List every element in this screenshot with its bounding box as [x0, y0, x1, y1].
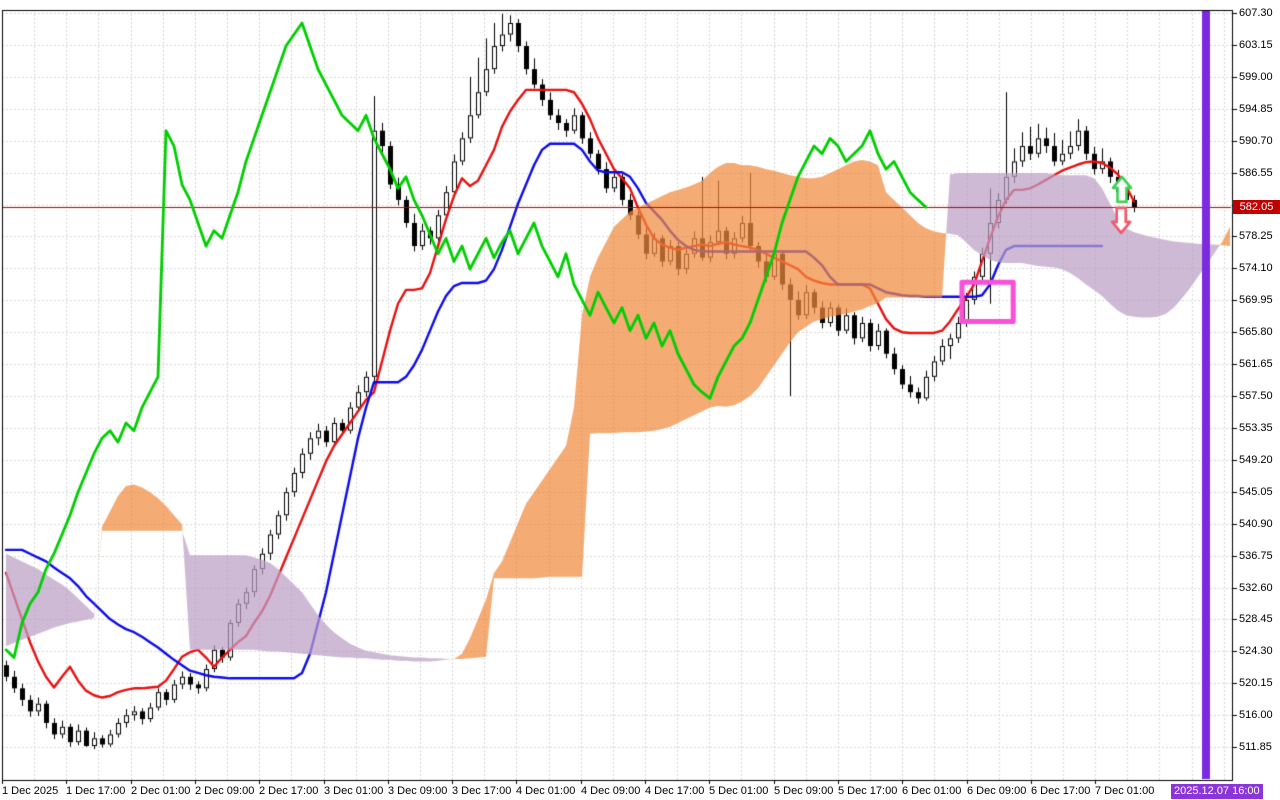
price-axis-label: 578.25 — [1239, 230, 1273, 242]
time-axis-label: 3 Dec 01:00 — [324, 785, 384, 797]
price-axis-label: 511.85 — [1239, 741, 1272, 753]
time-axis-label: 5 Dec 17:00 — [838, 785, 898, 797]
price-axis-label: 545.05 — [1239, 486, 1273, 498]
time-axis-label: 4 Dec 09:00 — [581, 785, 641, 797]
price-axis-label: 540.90 — [1239, 518, 1273, 530]
time-axis-label: 5 Dec 09:00 — [774, 785, 834, 797]
time-axis-label: 6 Dec 17:00 — [1031, 785, 1091, 797]
time-axis-label: 7 Dec 01:00 — [1095, 785, 1155, 797]
vline-time-tag: 2025.12.07 16:00 — [1171, 784, 1263, 799]
price-axis-label: 516.00 — [1239, 709, 1273, 721]
vline-time-value: 2025.12.07 16:00 — [1174, 785, 1260, 797]
time-axis-label: 4 Dec 17:00 — [645, 785, 705, 797]
price-axis-label: 549.20 — [1239, 454, 1273, 466]
price-axis-label: 590.70 — [1239, 135, 1273, 147]
price-axis-label: 536.75 — [1239, 550, 1273, 562]
time-axis-label: 1 Dec 2025 — [2, 785, 59, 797]
price-axis-label: 524.30 — [1239, 645, 1273, 657]
time-axis-label: 2 Dec 09:00 — [195, 785, 255, 797]
price-axis-label: 561.65 — [1239, 358, 1273, 370]
current-price-value: 582.05 — [1239, 201, 1274, 213]
price-axis[interactable]: 607.30 603.15 599.00 594.85 590.70 586.55 582.… — [1233, 0, 1280, 780]
price-axis-label: 532.60 — [1239, 582, 1273, 594]
time-axis-label: 6 Dec 01:00 — [902, 785, 962, 797]
price-axis-label: 599.00 — [1239, 71, 1273, 83]
price-axis-label: 607.30 — [1239, 7, 1273, 19]
time-axis-label: 4 Dec 01:00 — [516, 785, 576, 797]
time-axis-label: 3 Dec 17:00 — [452, 785, 512, 797]
price-axis-label: 528.45 — [1239, 613, 1273, 625]
price-axis-label: 586.55 — [1239, 167, 1273, 179]
time-axis-label: 5 Dec 01:00 — [709, 785, 769, 797]
price-axis-label: 603.15 — [1239, 39, 1273, 51]
time-axis-label: 3 Dec 09:00 — [388, 785, 448, 797]
price-axis-label: 574.10 — [1239, 262, 1273, 274]
price-axis-label: 594.85 — [1239, 103, 1273, 115]
current-price-tag: 582.05 — [1233, 200, 1280, 214]
time-axis-label: 2 Dec 01:00 — [131, 785, 191, 797]
price-axis-label: 520.15 — [1239, 677, 1273, 689]
time-axis-label: 2 Dec 17:00 — [259, 785, 319, 797]
time-axis-label: 6 Dec 09:00 — [967, 785, 1027, 797]
time-axis[interactable]: 1 Dec 2025 1 Dec 17:00 2 Dec 01:00 2 Dec 09… — [0, 781, 1280, 800]
price-axis-label: 569.95 — [1239, 294, 1273, 306]
price-axis-label: 565.80 — [1239, 326, 1273, 338]
price-axis-label: 553.35 — [1239, 422, 1273, 434]
time-axis-label: 1 Dec 17:00 — [66, 785, 126, 797]
price-axis-label: 557.50 — [1239, 390, 1273, 402]
